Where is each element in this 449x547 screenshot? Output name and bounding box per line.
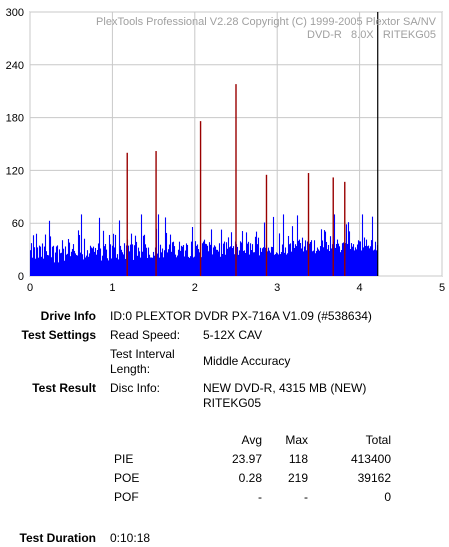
disc-info-label: Disc Info: xyxy=(110,381,161,395)
test-duration-label: Test Duration xyxy=(19,531,96,545)
test-duration-value: 0:10:18 xyxy=(110,531,151,545)
x-tick-label: 4 xyxy=(357,282,363,294)
stats-row-name: PIE xyxy=(114,452,134,466)
stats-row-avg: - xyxy=(258,490,262,504)
stats-row-max: 219 xyxy=(287,471,308,485)
y-tick-label: 120 xyxy=(6,165,24,177)
stats-row-avg: 0.28 xyxy=(238,471,262,485)
x-tick-label: 3 xyxy=(274,282,280,294)
y-tick-label: 0 xyxy=(18,271,24,283)
test-result-label: Test Result xyxy=(32,381,96,395)
disc-info-value: NEW DVD-R, 4315 MB (NEW) xyxy=(203,381,367,395)
x-tick-label: 2 xyxy=(192,282,198,294)
y-axis-ticks: 0 60 120 180 240 300 xyxy=(6,7,24,283)
test-interval-label-1: Test Interval xyxy=(110,347,175,361)
drive-info-value: ID:0 PLEXTOR DVDR PX-716A V1.09 (#538634… xyxy=(110,309,372,323)
read-speed-label: Read Speed: xyxy=(110,328,181,342)
disc-info-value-line2: RITEKG05 xyxy=(203,396,262,410)
stats-row-avg: 23.97 xyxy=(231,452,262,466)
read-speed-value: 5-12X CAV xyxy=(203,328,263,342)
stats-header-max: Max xyxy=(285,433,308,447)
x-axis-ticks: 0 1 2 3 4 5 xyxy=(27,282,445,294)
watermark-line-2: DVD-R 8.0X RITEKG05 xyxy=(307,29,436,41)
stats-row-total: 0 xyxy=(384,490,391,504)
drive-info-label: Drive Info xyxy=(40,309,96,323)
stats-header-avg: Avg xyxy=(241,433,262,447)
y-tick-label: 300 xyxy=(6,7,24,19)
y-tick-label: 180 xyxy=(6,113,24,125)
x-tick-label: 1 xyxy=(109,282,115,294)
x-tick-label: 0 xyxy=(27,282,33,294)
pie-poe-chart: PlexTools Professional V2.28 Copyright (… xyxy=(6,7,445,294)
poe-series xyxy=(126,84,346,276)
stats-header-total: Total xyxy=(365,433,391,447)
stats-row-name: POF xyxy=(114,490,139,504)
x-tick-label: 5 xyxy=(439,282,445,294)
stats-row-max: - xyxy=(304,490,308,504)
test-settings-label: Test Settings xyxy=(21,328,96,342)
stats-row-total: 413400 xyxy=(350,452,391,466)
stats-row-name: POE xyxy=(114,471,140,485)
test-interval-label-2: Length: xyxy=(110,362,151,376)
test-interval-value: Middle Accuracy xyxy=(203,354,291,368)
stats-row-max: 118 xyxy=(288,452,308,466)
stats-row-total: 39162 xyxy=(357,471,391,485)
watermark-line-1: PlexTools Professional V2.28 Copyright (… xyxy=(96,16,437,28)
y-tick-label: 240 xyxy=(6,60,24,72)
y-tick-label: 60 xyxy=(12,218,24,230)
